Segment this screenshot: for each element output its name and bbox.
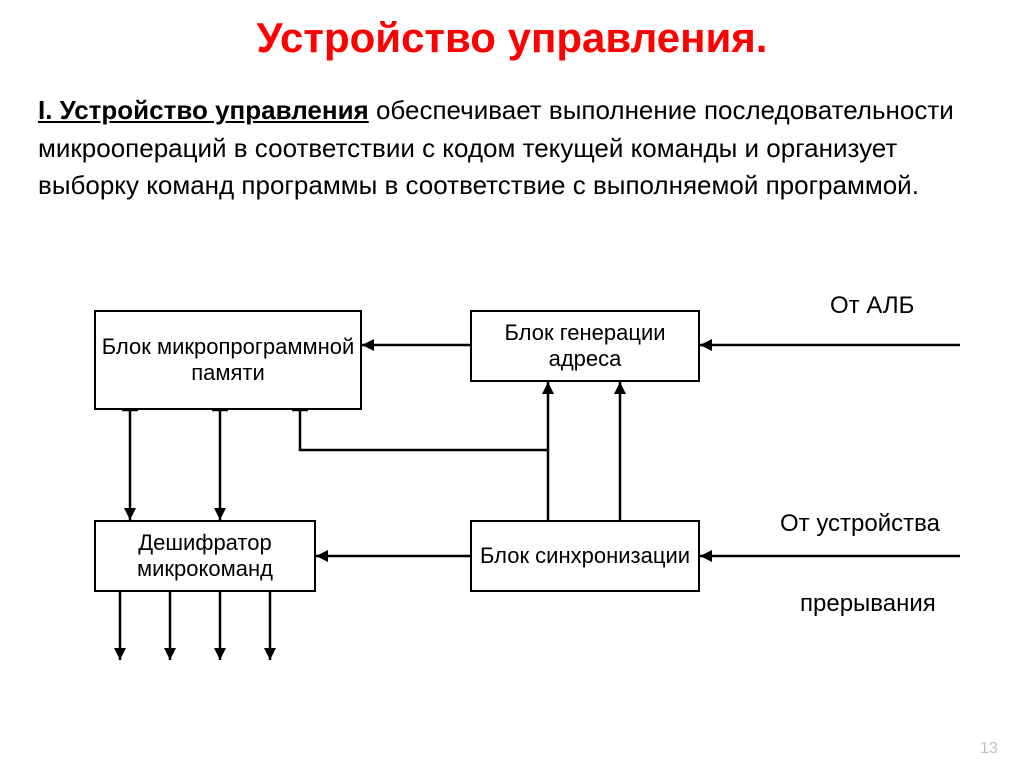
node-label: Блок генерации адреса	[476, 320, 694, 372]
node-label: Блок микропрограммной памяти	[100, 334, 356, 386]
page-title: Устройство управления.	[0, 14, 1024, 62]
page-number: 13	[980, 740, 998, 758]
description-paragraph: I. Устройство управления обеспечивает вы…	[38, 92, 978, 205]
node-micro-memory: Блок микропрограммной памяти	[94, 310, 362, 410]
label-from-interrupt-2: прерывания	[800, 590, 936, 618]
paragraph-heading: I. Устройство управления	[38, 95, 369, 125]
node-sync: Блок синхронизации	[470, 520, 700, 592]
label-from-interrupt-1: От устройства	[780, 510, 940, 538]
label-from-alb: От АЛБ	[830, 292, 914, 320]
node-label: Блок синхронизации	[480, 543, 690, 569]
node-address-generator: Блок генерации адреса	[470, 310, 700, 382]
node-decoder: Дешифратор микрокоманд	[94, 520, 316, 592]
node-label: Дешифратор микрокоманд	[100, 530, 310, 582]
